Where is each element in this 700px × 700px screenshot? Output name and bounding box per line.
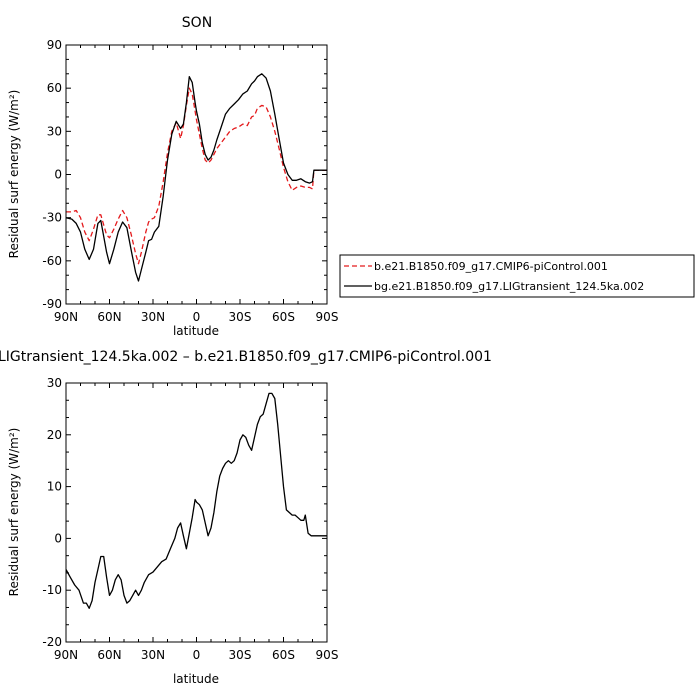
top-panel: SON latitude Residual surf energy (W/m²)… <box>7 15 338 338</box>
bottom-y-tick-label: -10 <box>42 583 62 597</box>
top-chart-title: SON <box>182 15 212 31</box>
top-x-tick-label: 0 <box>193 310 201 324</box>
legend-label-ligtransient: bg.e21.B1850.f09_g17.LIGtransient_124.5k… <box>374 280 644 293</box>
legend-box <box>339 254 695 298</box>
top-y-tick-label: -60 <box>42 254 62 268</box>
bottom-plot-frame <box>65 382 328 643</box>
top-y-axis-title: Residual surf energy (W/m²) <box>7 90 21 259</box>
top-plot-frame <box>65 44 328 305</box>
top-x-tick-label: 90S <box>316 310 339 324</box>
bottom-x-tick-label: 60N <box>97 648 121 662</box>
bottom-y-tick-label: 0 <box>54 531 62 545</box>
top-series-line-0 <box>66 87 327 265</box>
legend: b.e21.B1850.f09_g17.CMIP6-piControl.001 … <box>339 254 695 298</box>
top-y-tick-label: 90 <box>47 38 62 52</box>
bottom-plot-area <box>65 392 327 609</box>
top-y-tick-label: -30 <box>42 211 62 225</box>
top-x-axis-title: latitude <box>173 324 219 338</box>
top-y-tick-label: -90 <box>42 297 62 311</box>
bottom-x-tick-label: 60S <box>272 648 295 662</box>
top-series-line-1 <box>65 73 327 282</box>
bottom-x-tick-label: 0 <box>193 648 201 662</box>
bottom-chart-title: LIGtransient_124.5ka.002 – b.e21.B1850.f… <box>0 349 492 365</box>
top-x-tick-label: 30N <box>141 310 165 324</box>
bottom-x-tick-label: 90N <box>54 648 78 662</box>
top-y-tick-label: 30 <box>47 124 62 138</box>
top-x-tick-label: 60N <box>97 310 121 324</box>
bottom-x-axis-title: latitude <box>173 672 219 686</box>
bottom-y-tick-label: 30 <box>47 376 62 390</box>
top-x-tick-label: 90N <box>54 310 78 324</box>
bottom-x-tick-label: 30N <box>141 648 165 662</box>
bottom-y-axis-title: Residual surf energy (W/m²) <box>7 428 21 597</box>
bottom-panel: LIGtransient_124.5ka.002 – b.e21.B1850.f… <box>0 349 492 686</box>
bottom-y-tick-label: 10 <box>47 480 62 494</box>
bottom-series-line-0 <box>65 392 327 609</box>
bottom-x-tick-label: 90S <box>316 648 339 662</box>
bottom-axis-ticks: 90N 60N 30N 0 30S 60S 90S -20 -10 0 10 20 30 <box>42 376 338 662</box>
bottom-y-tick-label: 20 <box>47 428 62 442</box>
top-x-tick-label: 30S <box>229 310 252 324</box>
top-axis-ticks: 90N 60N 30N 0 30S 60S 90S -90 -60 -30 0 30 60 90 <box>42 38 338 324</box>
top-plot-area <box>65 73 327 282</box>
legend-label-picontrol: b.e21.B1850.f09_g17.CMIP6-piControl.001 <box>374 260 608 273</box>
bottom-y-tick-label: -20 <box>42 635 62 649</box>
top-x-tick-label: 60S <box>272 310 295 324</box>
top-y-tick-label: 60 <box>47 81 62 95</box>
top-y-tick-label: 0 <box>54 168 62 182</box>
bottom-x-tick-label: 30S <box>229 648 252 662</box>
